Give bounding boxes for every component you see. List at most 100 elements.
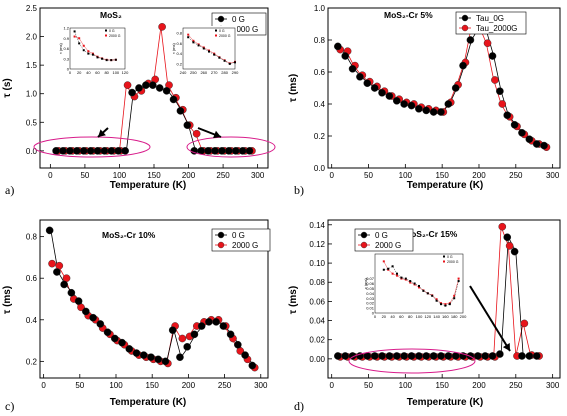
x-tick-label: 300 (251, 171, 265, 180)
data-point (488, 52, 497, 60)
data-point (66, 147, 74, 155)
inset-data-point (78, 42, 81, 45)
inset-data-point (208, 49, 210, 52)
panel-label: d) (294, 399, 304, 413)
inset-x-tick-label: 100 (416, 314, 423, 319)
data-point (518, 128, 526, 137)
inset-legend-label: 2000 G (109, 34, 121, 38)
y-tick-label: 0.06 (309, 297, 325, 306)
inset-legend-marker (443, 255, 445, 258)
data-point (429, 352, 438, 360)
inset-x-tick-label: 60 (95, 70, 100, 75)
data-point (45, 226, 54, 235)
data-point (532, 352, 541, 360)
inset-y-axis-label: τ (ms) (58, 42, 63, 53)
data-point (219, 322, 228, 330)
inset-x-tick-label: 120 (122, 70, 129, 75)
data-point (238, 147, 247, 155)
inset-data-point (91, 52, 94, 55)
x-tick-label: 300 (254, 381, 268, 390)
data-point (158, 23, 166, 31)
plot-frame (39, 219, 269, 379)
legend-box (211, 228, 271, 252)
x-tick-label: 0 (41, 381, 46, 390)
x-tick-label: 150 (435, 381, 449, 390)
data-point (370, 352, 379, 360)
inset-legend-marker (215, 34, 217, 37)
data-point (241, 351, 249, 359)
inset-legend-label: 2000 G (447, 260, 459, 264)
data-point (204, 147, 212, 155)
inset-data-point (426, 292, 429, 295)
series-line (50, 263, 254, 368)
inset-data-point (73, 30, 76, 33)
data-point (111, 334, 119, 343)
inset-data-point (91, 53, 94, 56)
x-tick-label: 250 (216, 171, 230, 180)
data-point (503, 233, 512, 242)
inset-y-tick-label: 0.06 (366, 281, 375, 286)
data-point (466, 36, 475, 44)
y-tick-label: 0.10 (309, 259, 325, 268)
inset-y-tick-label: 0.03 (366, 296, 375, 301)
x-tick-label: 50 (80, 171, 89, 180)
inset-x-tick-label: 250 (190, 70, 197, 75)
arrow-head (98, 129, 106, 137)
inset-y-tick-label: 0.8 (176, 31, 182, 36)
inset-y-tick-label: 0.6 (176, 41, 182, 46)
panel-label: c) (5, 399, 14, 413)
data-point (132, 349, 141, 357)
data-point (498, 222, 507, 231)
data-point (107, 147, 116, 155)
data-point (192, 129, 201, 138)
inset-y-axis-label: τ (ms) (171, 42, 176, 53)
data-point (93, 147, 102, 155)
inset-y-tick-label: 0.3 (63, 56, 69, 61)
inset-data-point (435, 299, 438, 302)
x-axis-label: Temperature (K) (407, 397, 484, 408)
inset-legend-marker (443, 260, 445, 263)
inset-legend-label: 0 G (109, 29, 115, 33)
inset-data-point (457, 280, 460, 283)
y-axis-label: τ (ms) (2, 286, 13, 314)
data-point (481, 352, 489, 360)
inset-x-tick-label: 280 (221, 70, 228, 75)
data-point (503, 111, 512, 119)
data-point (190, 330, 199, 339)
y-tick-label: 0.4 (314, 100, 326, 109)
data-point (400, 100, 408, 108)
inset-y-tick-label: 1.2 (63, 26, 69, 31)
data-point (532, 140, 541, 148)
plot-frame (327, 219, 561, 379)
data-point (248, 361, 257, 370)
x-tick-label: 250 (218, 381, 232, 390)
data-point (510, 247, 519, 256)
inset-data-point (413, 282, 416, 285)
data-point (135, 84, 143, 92)
data-point (334, 352, 342, 360)
inset-y-tick-label: 0.07 (366, 276, 375, 281)
data-point (378, 352, 386, 360)
inset-data-point (457, 277, 460, 280)
data-point (147, 353, 155, 362)
inset-data-point (400, 276, 403, 279)
inset-y-tick-label: 0.05 (366, 286, 375, 291)
inset-y-tick-label: 0.9 (63, 36, 69, 41)
data-point (183, 343, 191, 351)
data-point (212, 318, 220, 326)
inset-legend-marker (215, 29, 217, 32)
data-point (224, 147, 233, 155)
data-point (370, 84, 379, 92)
data-point (400, 352, 408, 360)
chart-title: MoS₂ (100, 10, 122, 20)
data-point (176, 353, 184, 362)
inset-data-point (409, 280, 412, 283)
x-tick-label: 200 (182, 171, 196, 180)
y-tick-label: 0.8 (314, 36, 326, 45)
inset-x-tick-label: 160 (442, 314, 449, 319)
legend-label: 0 G (375, 231, 388, 240)
inset-legend-label: 0 G (447, 255, 453, 259)
inset-data-point (110, 59, 113, 62)
inset-data-point (391, 272, 394, 275)
inset-data-point (435, 298, 438, 301)
